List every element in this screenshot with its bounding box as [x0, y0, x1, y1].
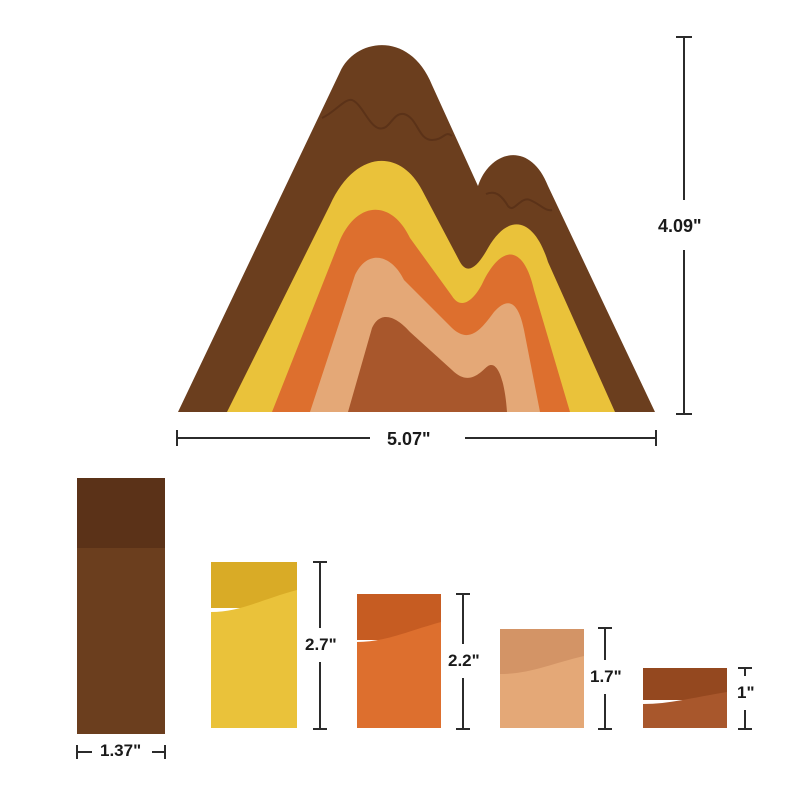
tan-height-label: 1.7" — [590, 666, 622, 687]
width-dimension — [176, 430, 657, 446]
piece-small-brown-block — [643, 668, 727, 728]
orange-height-label: 2.2" — [448, 650, 480, 671]
small-height-dimension — [738, 667, 752, 730]
piece-tan-block — [500, 629, 584, 728]
mountain-piece-brown-core — [348, 316, 507, 412]
yellow-height-label: 2.7" — [305, 634, 337, 655]
set-width-label: 5.07" — [377, 430, 441, 448]
small-height-label: 1" — [737, 682, 755, 703]
piece-dark-brown-block — [77, 478, 165, 734]
orange-height-dimension — [456, 593, 470, 730]
set-height-label: 4.09" — [656, 215, 704, 237]
mountain-snow-line-small — [485, 191, 553, 212]
tan-height-dimension — [598, 627, 612, 730]
yellow-height-dimension — [313, 561, 327, 730]
piece-width-dimension — [76, 745, 166, 759]
height-dimension — [676, 36, 692, 415]
piece-orange-block — [357, 594, 441, 728]
piece-width-label: 1.37" — [96, 742, 146, 759]
mountain-snow-line — [321, 98, 453, 142]
piece-yellow-block — [211, 562, 297, 728]
stacked-mountain-set — [178, 45, 655, 412]
